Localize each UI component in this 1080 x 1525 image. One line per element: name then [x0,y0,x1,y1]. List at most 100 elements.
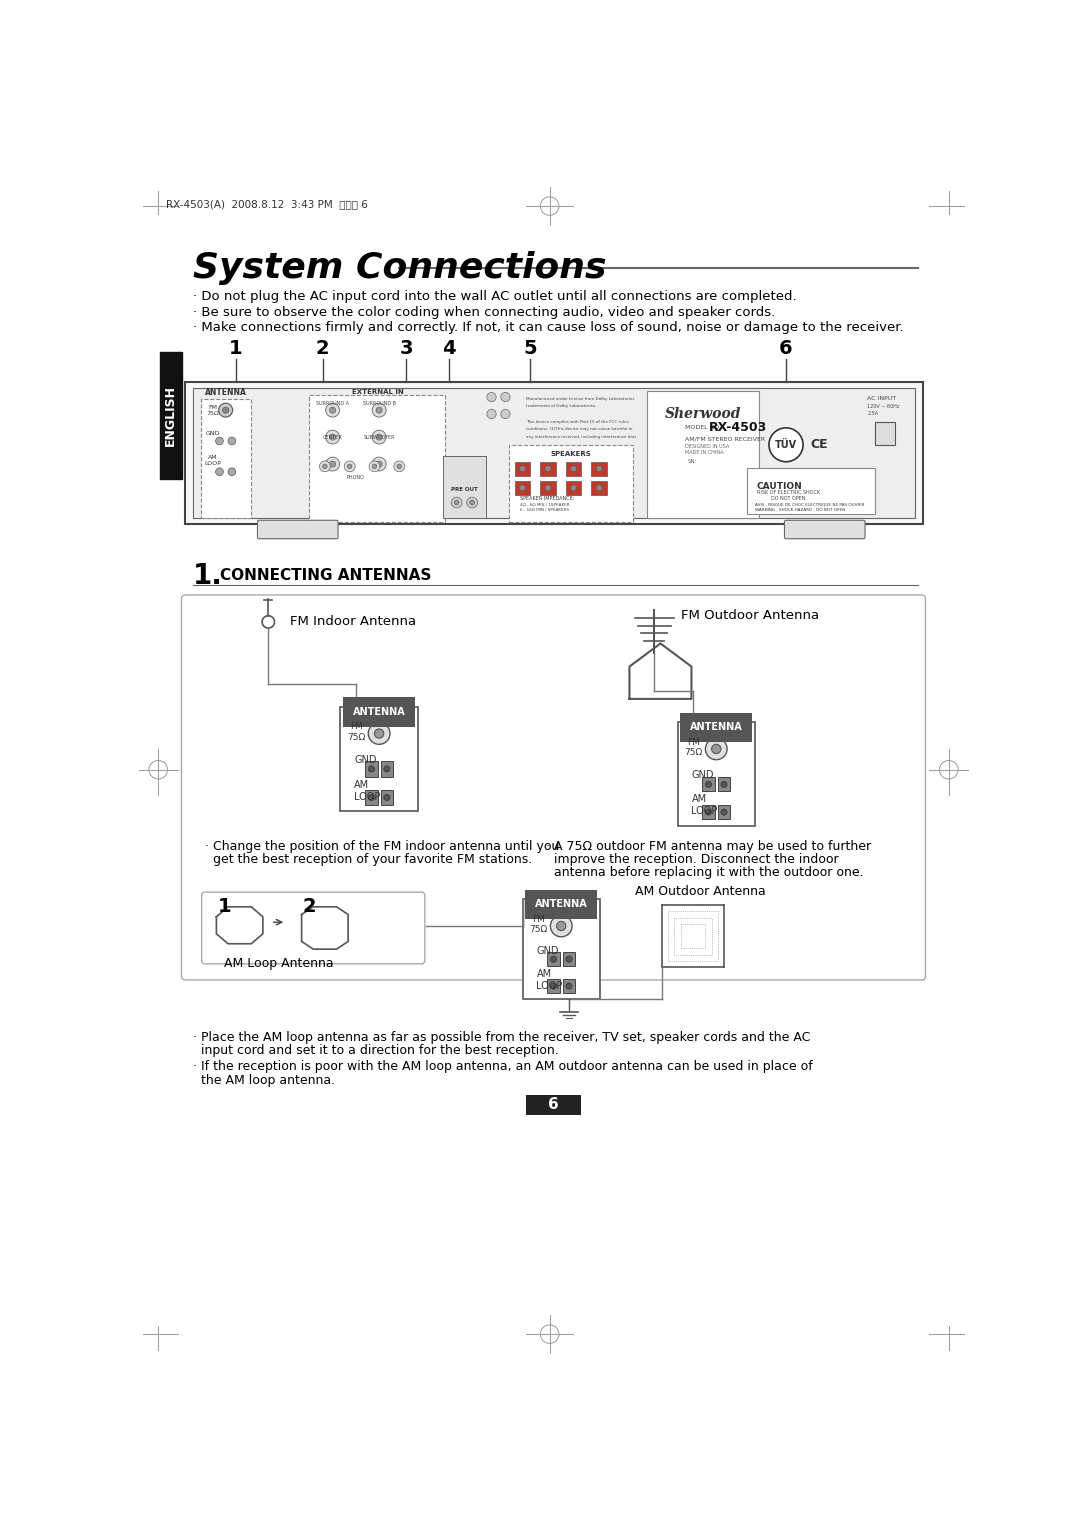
Bar [365,790,378,805]
Circle shape [368,723,390,744]
Text: GND: GND [691,770,714,781]
Circle shape [721,781,727,787]
Circle shape [368,795,375,801]
Text: ANTENNA: ANTENNA [690,723,743,732]
Text: 1.: 1. [193,561,222,590]
Text: SURROUND A: SURROUND A [316,401,349,406]
FancyBboxPatch shape [510,445,633,522]
Circle shape [326,403,339,416]
Text: 6: 6 [549,1096,558,1112]
Text: EXTERNAL IN: EXTERNAL IN [352,389,404,395]
Text: PHONO: PHONO [347,474,365,480]
Circle shape [348,464,352,468]
Text: 6: 6 [779,339,793,358]
Circle shape [326,458,339,471]
FancyBboxPatch shape [201,398,252,518]
Bar [563,979,576,993]
Text: SN:: SN: [688,459,697,464]
Text: get the best reception of your favorite FM stations.: get the best reception of your favorite … [205,854,532,866]
Circle shape [397,464,402,468]
Text: SURROUND B: SURROUND B [363,401,395,406]
Bar [515,480,530,494]
Circle shape [570,465,577,471]
Text: · Do not plug the AC input cord into the wall AC outlet until all connections ar: · Do not plug the AC input cord into the… [193,290,797,303]
Text: AM
LOOP: AM LOOP [691,795,718,816]
Text: FM
75Ω: FM 75Ω [685,738,703,756]
Text: 120V ~ 60Hz: 120V ~ 60Hz [867,404,900,409]
Text: · Change the position of the FM indoor antenna until you: · Change the position of the FM indoor a… [205,840,559,854]
Circle shape [375,729,383,738]
Text: DESIGNED IN USA: DESIGNED IN USA [685,444,729,448]
Bar [566,462,581,476]
Bar [548,952,559,967]
Text: MADE IN CHINA: MADE IN CHINA [685,450,724,454]
Text: AVIS - RISQUE DE CHOC ELECTRIQUE-NE PAS OUVRIR: AVIS - RISQUE DE CHOC ELECTRIQUE-NE PAS … [755,503,864,506]
Text: ANTENNA: ANTENNA [535,900,588,909]
Bar [548,979,559,993]
Text: 5: 5 [524,339,537,358]
Bar [566,480,581,494]
FancyBboxPatch shape [186,381,923,525]
Text: SUBWOOFER: SUBWOOFER [363,435,395,439]
Bar [718,778,730,791]
Text: AM Outdoor Antenna: AM Outdoor Antenna [635,884,766,898]
Circle shape [326,430,339,444]
Text: This device complies with Part 15 of the FCC rules.: This device complies with Part 15 of the… [526,419,631,424]
Text: ANTENNA: ANTENNA [205,387,246,397]
Text: · Be sure to observe the color coding when connecting audio, video and speaker c: · Be sure to observe the color coding wh… [193,307,775,319]
Text: 2: 2 [302,897,316,917]
Circle shape [470,500,474,505]
Text: · Place the AM loop antenna as far as possible from the receiver, TV set, speake: · Place the AM loop antenna as far as po… [193,1031,810,1045]
Circle shape [487,409,496,419]
Text: AM
LOOP: AM LOOP [204,454,221,465]
Circle shape [329,435,336,441]
Text: · Make connections firmly and correctly. If not, it can cause loss of sound, noi: · Make connections firmly and correctly.… [193,322,904,334]
Text: Sherwood: Sherwood [665,407,741,421]
FancyBboxPatch shape [257,520,338,538]
Text: FM Indoor Antenna: FM Indoor Antenna [291,616,416,628]
Circle shape [320,461,330,471]
Circle shape [705,808,712,816]
Circle shape [383,795,390,801]
Circle shape [487,392,496,401]
Text: GND: GND [537,946,559,956]
Text: SPEAKERS: SPEAKERS [551,451,592,458]
Text: RISK OF ELECTRIC SHOCK
DO NOT OPEN: RISK OF ELECTRIC SHOCK DO NOT OPEN [757,490,820,502]
Circle shape [228,438,235,445]
FancyBboxPatch shape [747,468,875,514]
FancyBboxPatch shape [202,892,424,964]
Bar [540,462,556,476]
Text: AM
LOOP: AM LOOP [537,970,563,991]
Text: 3: 3 [400,339,413,358]
FancyBboxPatch shape [784,520,865,538]
Text: 2: 2 [315,339,329,358]
Circle shape [545,485,551,491]
Circle shape [551,915,572,936]
Circle shape [376,461,382,467]
Text: AM
LOOP: AM LOOP [354,781,381,802]
Text: AM Loop Antenna: AM Loop Antenna [225,956,334,970]
Bar [718,805,730,819]
Text: TÜV: TÜV [775,439,797,450]
Circle shape [222,407,229,413]
FancyBboxPatch shape [160,352,181,479]
Circle shape [551,956,556,962]
Text: antenna before replacing it with the outdoor one.: antenna before replacing it with the out… [545,866,863,880]
Text: 1: 1 [229,339,243,358]
Circle shape [769,429,804,462]
Bar [702,805,715,819]
Circle shape [228,468,235,476]
Circle shape [451,497,462,508]
Text: 2.5A: 2.5A [867,410,878,416]
Circle shape [373,458,387,471]
Text: RX-4503: RX-4503 [708,421,767,435]
Circle shape [373,464,377,468]
FancyBboxPatch shape [181,595,926,981]
Text: the AM loop antenna.: the AM loop antenna. [193,1074,335,1086]
Bar [563,952,576,967]
Text: 1: 1 [217,897,231,917]
Text: FM
75Ω: FM 75Ω [529,915,548,935]
Text: 6 - 16Ω MIN / SPEAKERS: 6 - 16Ω MIN / SPEAKERS [521,508,569,512]
Text: input cord and set it to a direction for the best reception.: input cord and set it to a direction for… [193,1045,558,1057]
Text: · A 75Ω outdoor FM antenna may be used to further: · A 75Ω outdoor FM antenna may be used t… [545,840,870,854]
